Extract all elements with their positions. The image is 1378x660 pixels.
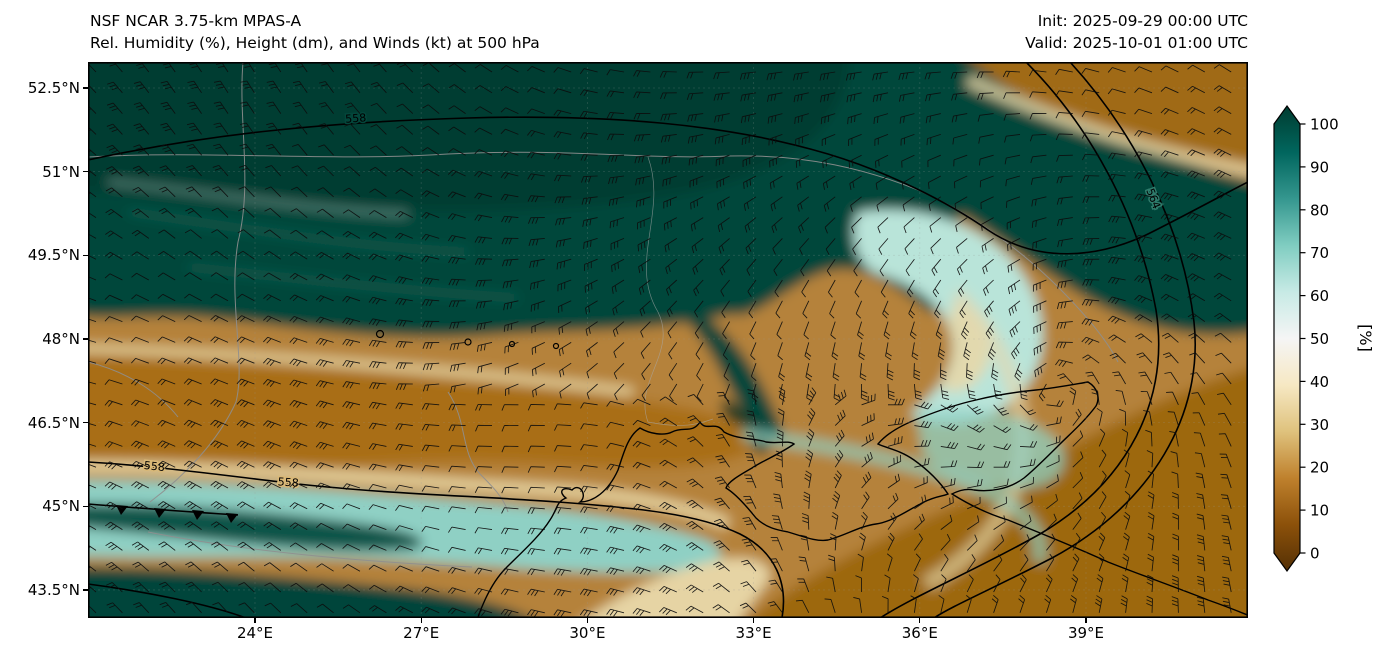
wind-barbs [88,62,1232,617]
closed-contour [464,338,472,346]
height-contour-trough-outer [879,62,1160,618]
x-tick-label: 27°E [403,624,440,642]
valid-time: Valid: 2025-10-01 01:00 UTC [1025,34,1248,52]
y-tick-label: 45°N [42,497,80,516]
x-tick-mark [919,618,921,623]
y-tick-mark [83,254,88,256]
y-tick-mark [83,422,88,424]
y-tick-mark [83,338,88,340]
x-tick-label: 30°E [569,624,606,642]
colorbar-bar [1273,104,1301,573]
rh-shading [88,62,1248,618]
colorbar-tick-label: 10 [1310,502,1329,520]
closed-contour [552,342,560,350]
y-tick-label: 48°N [42,329,80,348]
x-tick-label: 33°E [735,624,772,642]
y-tick-mark [83,171,88,173]
product-title: Rel. Humidity (%), Height (dm), and Wind… [90,34,540,52]
colorbar-tick-label: 80 [1310,201,1329,219]
country-borders [88,62,1119,568]
colorbar-tick-label: 70 [1310,244,1329,262]
colorbar-tick-label: 100 [1310,116,1339,134]
y-tick-label: 51°N [42,162,80,181]
colorbar-tick-label: 20 [1310,459,1329,477]
colorbar-tick-label: 50 [1310,330,1329,348]
colorbar-tick-label: 60 [1310,287,1329,305]
trough-line [88,503,239,523]
contour-label: 558 [143,459,165,474]
colorbar-tick-label: 30 [1310,416,1329,434]
height-contour-trough-inner [933,62,1196,618]
height-contour-558-south [88,461,785,618]
y-tick-label: 49.5°N [27,246,80,265]
x-tick-mark [1085,618,1087,623]
y-tick-label: 46.5°N [27,413,80,432]
x-tick-mark [254,618,256,623]
map-panel: 558 558 558 564 [88,62,1248,618]
colorbar-tick-label: 90 [1310,158,1329,176]
x-tick-mark [420,618,422,623]
y-tick-mark [83,505,88,507]
x-tick-label: 36°E [901,624,938,642]
title-block: NSF NCAR 3.75-km MPAS-A Rel. Humidity (%… [90,10,540,54]
model-title: NSF NCAR 3.75-km MPAS-A [90,12,302,30]
x-tick-mark [586,618,588,623]
x-tick-label: 39°E [1067,624,1105,642]
graticule [88,62,1248,618]
axes-frame [88,62,1248,618]
x-tick-label: 24°E [236,624,274,642]
init-time: Init: 2025-09-29 00:00 UTC [1037,12,1248,30]
coastline [477,381,1248,618]
y-tick-label: 52.5°N [27,79,80,97]
x-tick-mark [753,618,755,623]
height-contour-558-north [88,116,1248,255]
y-tick-mark [83,589,88,591]
y-tick-mark [83,87,88,89]
colorbar-tick-label: 40 [1310,373,1329,391]
colorbar-tick-label: 0 [1310,545,1320,563]
closed-contour [375,329,385,339]
time-block: Init: 2025-09-29 00:00 UTC Valid: 2025-1… [1025,10,1248,54]
height-contour-sw-corner [88,583,247,618]
colorbar-label: [%] [1356,324,1375,352]
y-tick-label: 43.5°N [27,580,80,599]
contour-label: 558 [345,111,367,125]
